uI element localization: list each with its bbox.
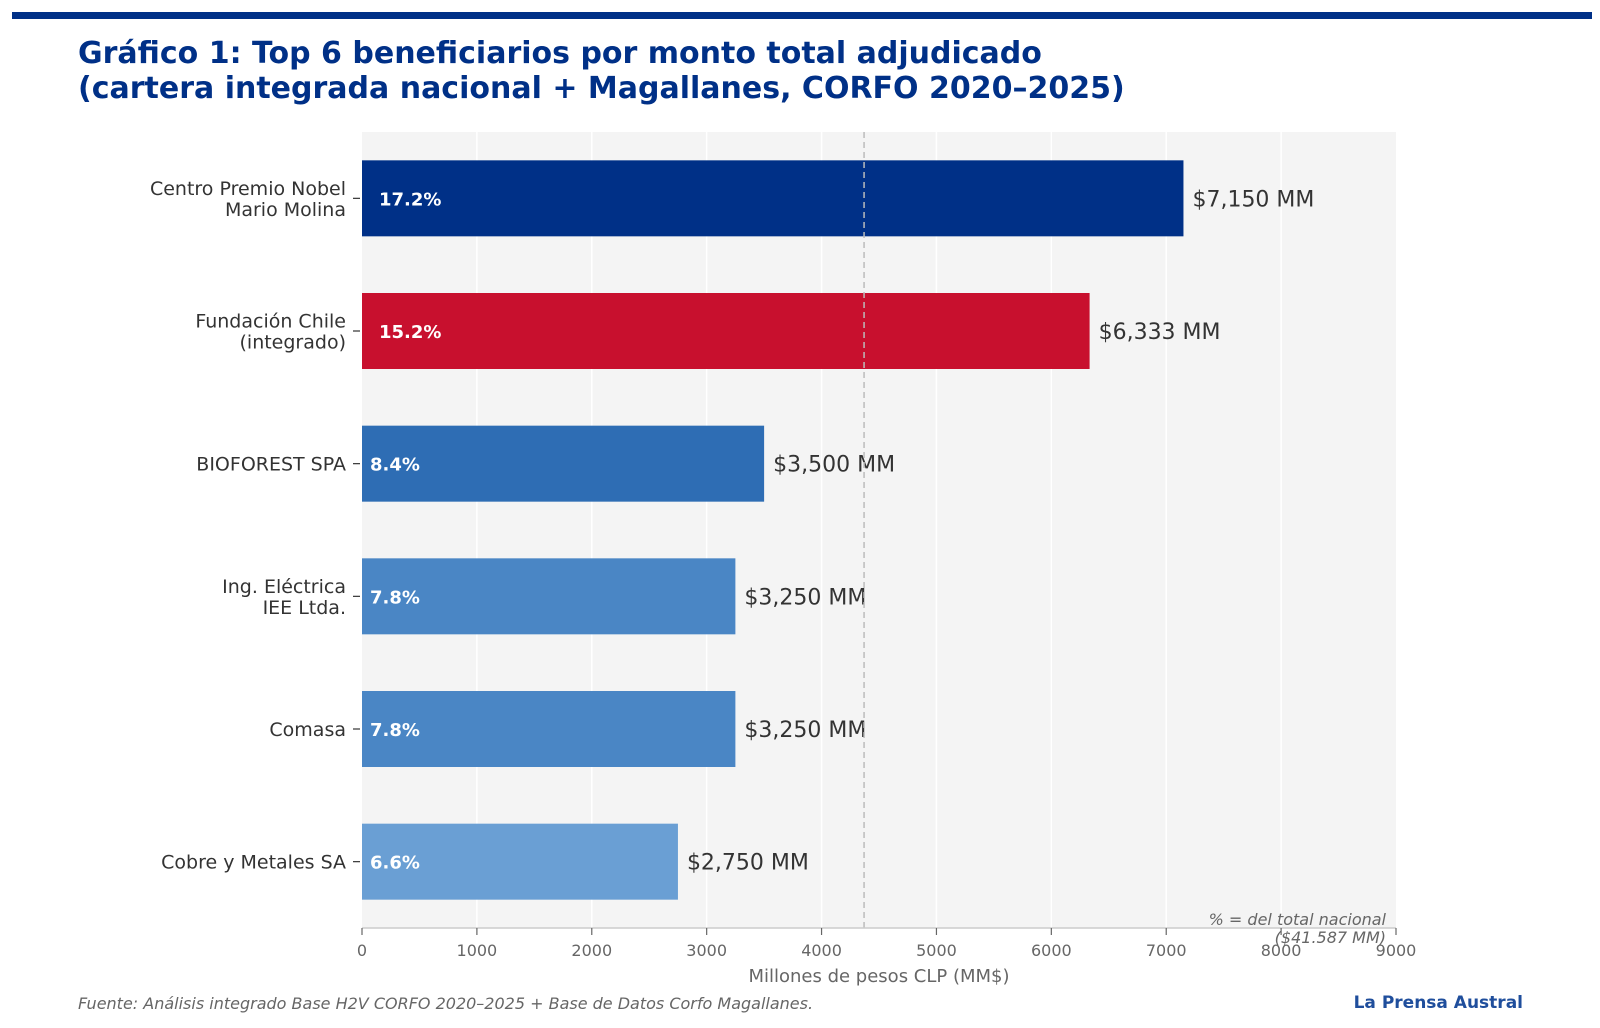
bar <box>362 691 736 767</box>
bar <box>362 160 1184 237</box>
category-label: BIOFOREST SPA <box>196 454 346 476</box>
category-label: Comasa <box>269 719 346 741</box>
x-tick-label: 3000 <box>686 941 727 960</box>
bar-percent-label: 7.8% <box>370 587 420 608</box>
total-note: ($41.587 MM) <box>1275 928 1386 947</box>
x-tick-label: 5000 <box>916 941 957 960</box>
source-note: Fuente: Análisis integrado Base H2V CORF… <box>78 994 814 1013</box>
bar-percent-label: 8.4% <box>370 455 420 476</box>
x-axis-title: Millones de pesos CLP (MM$) <box>748 966 1009 987</box>
x-tick-label: 0 <box>357 941 367 960</box>
x-tick-label: 7000 <box>1146 941 1187 960</box>
category-label: Ing. Eléctrica <box>222 576 346 598</box>
x-tick-label: 4000 <box>801 941 842 960</box>
category-label: Centro Premio Nobel <box>150 178 346 200</box>
bar <box>362 823 678 900</box>
bar-value-label: $3,250 MM <box>744 718 866 743</box>
bar-percent-label: 7.8% <box>370 720 420 741</box>
category-label: IEE Ltda. <box>263 597 346 619</box>
bar <box>362 425 765 502</box>
x-tick-label: 9000 <box>1376 941 1417 960</box>
chart-title-line-1: Gráfico 1: Top 6 beneficiarios por monto… <box>78 36 1042 71</box>
bar-value-label: $3,500 MM <box>773 453 895 478</box>
bar-value-label: $6,333 MM <box>1099 320 1221 345</box>
brand-label: La Prensa Austral <box>1353 993 1523 1013</box>
bar-percent-label: 17.2% <box>379 189 441 210</box>
x-tick-label: 2000 <box>571 941 612 960</box>
x-tick-label: 1000 <box>457 941 498 960</box>
bar-value-label: $7,150 MM <box>1192 187 1314 212</box>
x-tick-label: 8000 <box>1261 941 1302 960</box>
bar-value-label: $3,250 MM <box>744 585 866 610</box>
top-rule <box>12 12 1592 19</box>
bar <box>362 293 1090 369</box>
bar-percent-label: 6.6% <box>370 853 420 874</box>
plot-area <box>362 132 1396 928</box>
bar-value-label: $2,750 MM <box>687 851 809 876</box>
category-label: Fundación Chile <box>195 311 346 333</box>
x-tick-label: 6000 <box>1031 941 1072 960</box>
bar <box>362 558 736 635</box>
chart-title: Gráfico 1: Top 6 beneficiarios por monto… <box>78 36 1125 106</box>
bar-percent-label: 15.2% <box>379 322 441 343</box>
category-label: Mario Molina <box>225 199 346 221</box>
category-label: Cobre y Metales SA <box>161 852 346 874</box>
total-note: % = del total nacional <box>1209 910 1387 929</box>
chart-title-line-2: (cartera integrada nacional + Magallanes… <box>78 71 1125 106</box>
category-label: (integrado) <box>240 332 347 354</box>
